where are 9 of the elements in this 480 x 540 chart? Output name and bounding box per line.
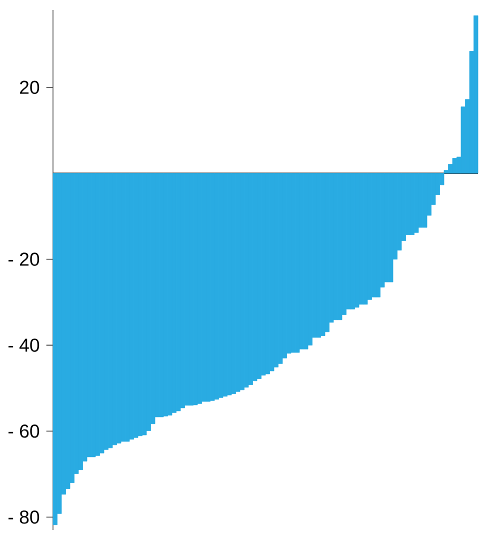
y-tick-label: - 60	[8, 424, 40, 438]
y-tick-label: - 40	[8, 338, 40, 352]
y-tick-label: - 80	[8, 510, 40, 524]
y-tick-label: - 20	[8, 252, 40, 266]
bar	[180, 173, 185, 408]
bar	[452, 158, 457, 174]
bar	[197, 173, 202, 404]
y-tick-label: 20	[20, 80, 40, 94]
bar	[308, 173, 312, 346]
